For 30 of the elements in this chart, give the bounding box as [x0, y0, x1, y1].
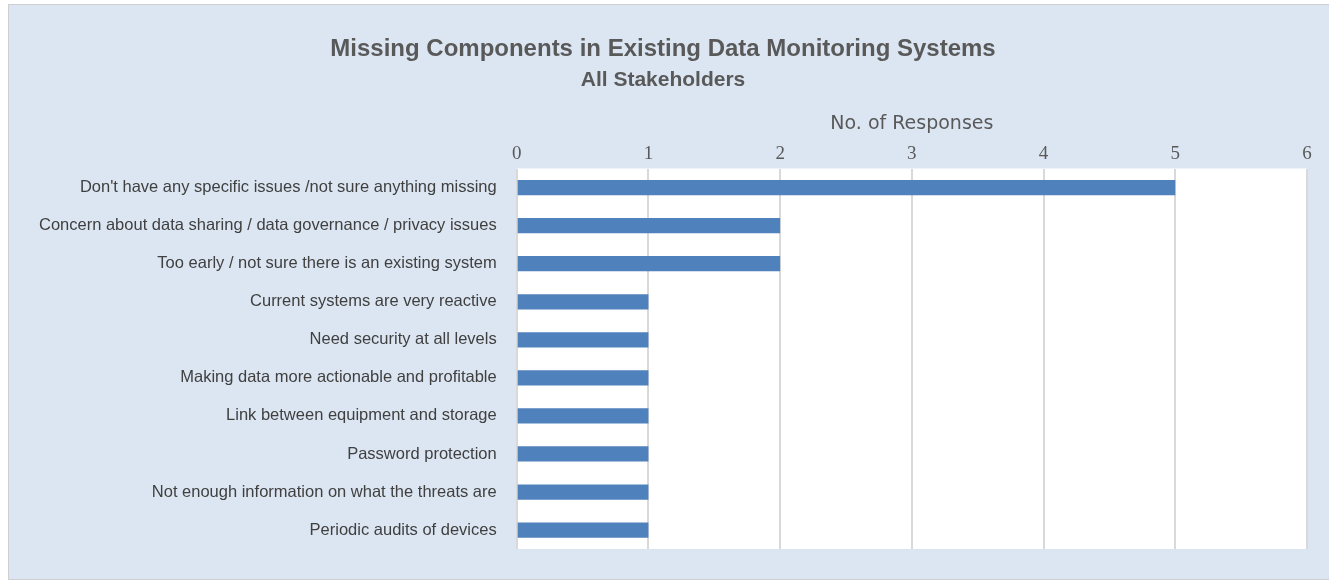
y-tick-label: Link between equipment and storage — [226, 405, 497, 424]
y-tick-label: Not enough information on what the threats are — [151, 481, 497, 500]
x-tick-label: 5 — [1170, 142, 1181, 164]
bar — [517, 256, 781, 272]
bar — [517, 370, 649, 386]
bar — [517, 522, 649, 538]
bar — [517, 484, 649, 500]
bar — [517, 218, 781, 234]
bar — [517, 294, 649, 310]
y-tick-label: Need security at all levels — [309, 329, 497, 348]
y-tick-label: Don't have any specific issues /not sure anything missing — [79, 177, 497, 196]
bar — [517, 332, 649, 348]
x-tick-label: 0 — [511, 142, 522, 164]
y-tick-label: Current systems are very reactive — [250, 291, 497, 310]
y-tick-label: Password protection — [347, 443, 497, 462]
y-tick-label: Periodic audits of devices — [309, 519, 497, 538]
x-tick-label: 4 — [1038, 142, 1049, 164]
x-tick-label: 2 — [775, 142, 785, 164]
bar — [517, 408, 649, 424]
x-axis-title: No. of Responses — [830, 111, 994, 134]
chart-title: Missing Components in Existing Data Monitoring Systems — [330, 34, 996, 62]
y-tick-label: Too early / not sure there is an existing system — [157, 253, 497, 272]
x-tick-label: 6 — [1302, 142, 1312, 164]
bar — [517, 446, 649, 462]
y-tick-label: Concern about data sharing / data governance / privacy issues — [38, 215, 497, 234]
bar — [517, 180, 1176, 196]
x-tick-label: 3 — [907, 142, 917, 164]
y-tick-label: Making data more actionable and profitable — [180, 367, 497, 386]
x-tick-label: 1 — [643, 142, 654, 164]
chart-subtitle: All Stakeholders — [580, 67, 746, 91]
